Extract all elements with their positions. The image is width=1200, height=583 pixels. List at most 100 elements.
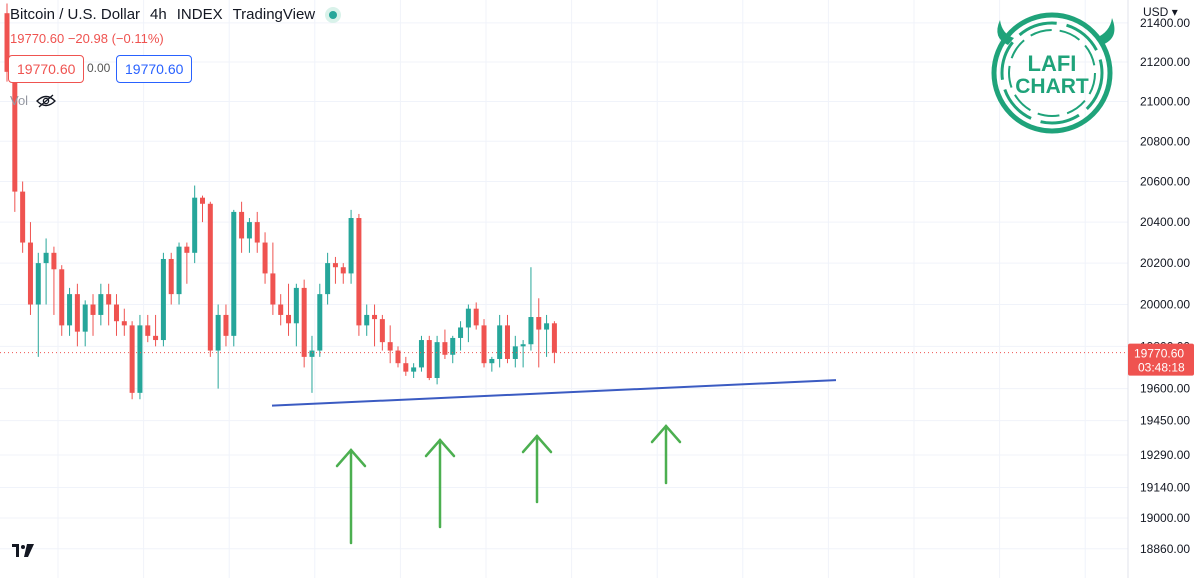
y-tick-label: 19290.00	[1140, 448, 1190, 462]
logo-text-lafi: LAFI	[1028, 51, 1077, 76]
candle-up	[497, 325, 503, 359]
spread-value: 0.00	[87, 61, 111, 75]
volume-legend: Vol	[10, 93, 56, 108]
candle-down	[129, 325, 135, 393]
candle-down	[168, 258, 174, 295]
y-tick-label: 20400.00	[1140, 215, 1190, 229]
candle-up	[309, 350, 315, 357]
candle-down	[51, 252, 57, 270]
candle-up	[458, 327, 464, 338]
y-tick-label: 20200.00	[1140, 256, 1190, 270]
up-arrow-annotation[interactable]	[650, 424, 682, 485]
candle-down	[153, 335, 159, 341]
y-tick-label: 20000.00	[1140, 298, 1190, 312]
currency-dropdown[interactable]: USD ▾	[1143, 5, 1178, 19]
candle-down	[286, 314, 292, 324]
y-tick-label: 18860.00	[1140, 542, 1190, 556]
candle-down	[536, 317, 542, 330]
y-tick-label: 21200.00	[1140, 55, 1190, 69]
chart-legend: Bitcoin / U.S. Dollar 4h INDEX TradingVi…	[10, 6, 342, 23]
up-arrow-annotation[interactable]	[424, 438, 456, 529]
tradingview-logo-icon	[12, 544, 34, 557]
candle-down	[551, 323, 557, 353]
ohlc-values: 19770.60 −20.98 (−0.11%)	[10, 31, 164, 46]
candle-up	[160, 258, 166, 341]
exchange-label: INDEX	[176, 6, 223, 23]
candle-down	[356, 218, 362, 326]
candle-up	[176, 246, 182, 295]
candle-down	[332, 263, 338, 268]
currency-label: USD	[1143, 5, 1169, 19]
candle-up	[434, 342, 440, 378]
candle-up	[450, 337, 456, 355]
support-trendline[interactable]	[271, 379, 837, 407]
candle-down	[387, 342, 393, 351]
eye-hidden-icon[interactable]	[36, 94, 56, 108]
y-tick-label: 20600.00	[1140, 174, 1190, 188]
candle-up	[317, 294, 323, 351]
interval-label[interactable]: 4h	[150, 6, 167, 23]
candle-down	[473, 308, 479, 326]
candle-down	[20, 191, 26, 243]
logo-text-chart: CHART	[1015, 75, 1089, 98]
y-tick-label: 21400.00	[1140, 16, 1190, 30]
volume-label: Vol	[10, 93, 29, 108]
countdown-label: 03:48:18	[1138, 361, 1185, 375]
candle-up	[544, 323, 550, 330]
candle-down	[340, 267, 346, 274]
candle-up	[98, 294, 104, 315]
candle-up	[411, 367, 417, 372]
symbol-name[interactable]: Bitcoin / U.S. Dollar	[10, 6, 141, 23]
candle-down	[113, 304, 119, 322]
candle-up	[325, 263, 331, 295]
y-tick-label: 19600.00	[1140, 382, 1190, 396]
candle-down	[27, 242, 33, 305]
candle-down	[12, 71, 18, 192]
up-arrow-annotation[interactable]	[335, 448, 367, 545]
candle-down	[145, 325, 151, 336]
candle-up	[348, 218, 354, 274]
candle-down	[504, 325, 510, 359]
lafi-chart-logo	[991, 12, 1115, 134]
candle-down	[278, 304, 284, 315]
sell-price-button[interactable]: 19770.60	[8, 55, 85, 83]
y-tick-label: 20800.00	[1140, 134, 1190, 148]
candle-down	[442, 342, 448, 355]
candle-up	[246, 222, 252, 239]
candle-down	[403, 363, 409, 372]
candle-down	[262, 242, 268, 274]
candle-up	[528, 317, 534, 345]
candle-down	[74, 294, 80, 332]
up-arrow-annotation[interactable]	[521, 434, 553, 504]
candle-up	[67, 294, 73, 326]
current-price-label: 19770.60	[1134, 347, 1184, 361]
candle-up	[465, 308, 471, 328]
chevron-down-icon: ▾	[1171, 5, 1178, 19]
candle-down	[426, 340, 432, 378]
candle-up	[43, 252, 49, 264]
candle-down	[223, 314, 229, 336]
candle-up	[137, 325, 143, 393]
buy-price-button[interactable]: 19770.60	[116, 55, 193, 83]
candle-down	[379, 319, 385, 343]
market-status-icon[interactable]	[325, 6, 342, 23]
y-tick-label: 19450.00	[1140, 414, 1190, 428]
candle-up	[418, 340, 424, 368]
candle-up	[293, 287, 299, 324]
candle-down	[90, 304, 96, 315]
candle-up	[231, 211, 237, 336]
candle-up	[192, 197, 198, 253]
candle-down	[207, 203, 213, 351]
candle-down	[270, 273, 276, 305]
candle-down	[239, 211, 245, 239]
candle-down	[200, 197, 205, 204]
candle-down	[301, 287, 307, 357]
tradingview-logo[interactable]	[12, 544, 34, 563]
candle-up	[35, 263, 41, 305]
candle-up	[520, 344, 526, 347]
candle-up	[364, 314, 370, 326]
y-tick-label: 19000.00	[1140, 511, 1190, 525]
candle-up	[82, 304, 88, 332]
